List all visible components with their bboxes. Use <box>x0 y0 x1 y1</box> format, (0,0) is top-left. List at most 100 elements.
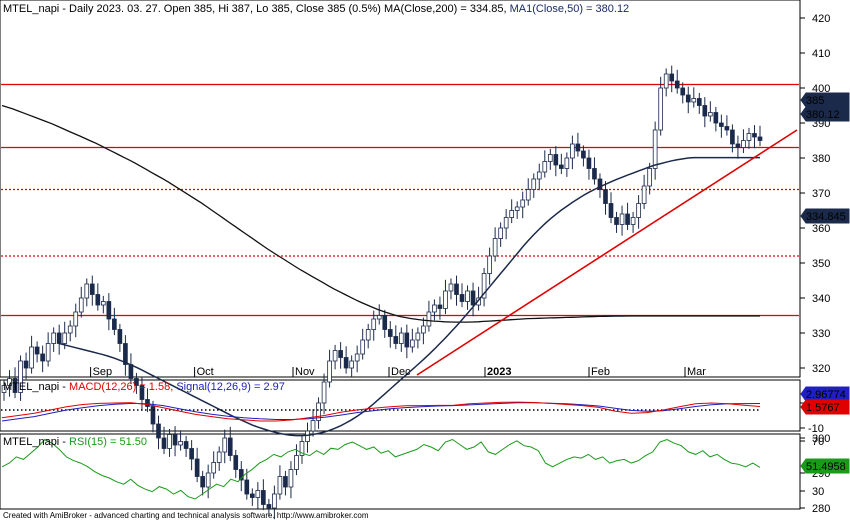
price-tick-label: 380 <box>812 153 830 165</box>
candle-body <box>647 168 652 187</box>
x-tick-label: 2023 <box>487 366 511 378</box>
candle-body <box>719 122 724 127</box>
candle-body <box>360 339 366 355</box>
macd-panel <box>0 379 801 432</box>
candle-body <box>752 133 757 138</box>
candle-body <box>294 455 299 470</box>
trendline <box>416 129 798 376</box>
candle-body <box>669 73 675 82</box>
x-tick-label: Dec <box>391 366 411 378</box>
candle-body <box>172 434 178 446</box>
candle-body <box>564 157 570 169</box>
candle-body <box>509 210 515 218</box>
candlesticks <box>1 65 763 520</box>
candle-body <box>150 406 156 425</box>
ma200-line <box>1 104 760 323</box>
candle-body <box>349 360 354 369</box>
macd-badge-bg <box>800 399 850 415</box>
rsi-panel <box>0 433 801 510</box>
rsi-lines: 30 70 <box>1 436 824 500</box>
candle-body <box>426 311 432 327</box>
price-panel <box>0 0 801 378</box>
candle-body <box>189 448 194 460</box>
candle-body <box>134 378 139 386</box>
candle-body <box>51 332 56 344</box>
candle-body <box>724 126 730 131</box>
candle-body <box>261 490 266 505</box>
ma50-line <box>59 156 760 437</box>
price-tick-label: 320 <box>812 363 830 375</box>
candle-body <box>78 297 84 313</box>
candle-body <box>498 227 503 239</box>
macd-lines: -10 <box>1 401 824 435</box>
candle-body <box>608 203 614 218</box>
ma50-badge: 380.12 <box>806 109 840 121</box>
close-badge: 385 <box>806 95 824 107</box>
candle-body <box>746 133 752 141</box>
candle-body <box>547 154 553 162</box>
price-axis: 2802903003103203303403503603703803904004… <box>800 13 830 515</box>
candle-body <box>343 357 349 369</box>
candle-body <box>459 294 465 302</box>
candle-body <box>470 290 476 306</box>
x-tick-label: Nov <box>295 366 315 378</box>
candle-body <box>542 161 548 173</box>
candle-body <box>421 325 426 334</box>
candle-body <box>283 476 288 488</box>
candle-body <box>156 423 161 439</box>
candle-body <box>200 476 205 488</box>
candle-body <box>432 304 437 313</box>
price-tick-label: 400 <box>812 83 830 95</box>
candle-body <box>84 283 90 299</box>
candle-body <box>641 185 647 204</box>
price-tick-label: 420 <box>812 13 830 25</box>
candle-body <box>581 150 586 159</box>
candle-body <box>67 325 73 334</box>
candle-body <box>619 213 625 225</box>
candle-body <box>415 332 421 341</box>
candle-body <box>117 329 123 344</box>
candle-body <box>674 80 680 89</box>
trendline-group <box>416 129 798 376</box>
candle-body <box>586 157 592 169</box>
candle-body <box>531 178 537 190</box>
rsi-tick-label: 30 <box>812 486 824 498</box>
candle-body <box>106 301 112 320</box>
price-title: MTEL_napi - Daily 2023. 03. 27. Open 385… <box>3 3 629 15</box>
candle-body <box>559 164 564 169</box>
signal-badge-bg <box>800 386 850 402</box>
candle-body <box>448 283 454 292</box>
ma50-badge-bg <box>800 106 850 122</box>
candle-body <box>29 346 34 369</box>
candle-body <box>332 350 338 362</box>
candle-body <box>454 283 459 295</box>
price-tick-label: 300 <box>812 433 830 445</box>
candle-body <box>299 441 305 456</box>
candle-body <box>685 94 691 103</box>
candle-body <box>183 441 189 449</box>
rsi-line <box>1 438 761 500</box>
candle-body <box>393 336 399 344</box>
candle-body <box>713 112 719 124</box>
signal-line <box>1 402 761 422</box>
ma200-badge: 334.845 <box>806 211 846 223</box>
candle-body <box>7 378 12 386</box>
candle-body <box>365 329 371 341</box>
candle-body <box>481 273 487 299</box>
candle-body <box>194 458 200 477</box>
candle-body <box>553 154 559 166</box>
candle-body <box>536 171 542 180</box>
candle-body <box>327 360 332 383</box>
candle-body <box>614 217 619 225</box>
price-tick-label: 350 <box>812 258 830 270</box>
signal-badge: 2.96774 <box>806 389 846 401</box>
candle-body <box>652 129 658 169</box>
rsi-badge-bg <box>800 458 850 474</box>
candle-body <box>735 143 741 148</box>
candle-body <box>376 315 382 320</box>
candle-body <box>216 451 222 463</box>
candle-body <box>128 364 134 379</box>
candle-body <box>305 430 310 442</box>
candle-body <box>630 217 636 225</box>
